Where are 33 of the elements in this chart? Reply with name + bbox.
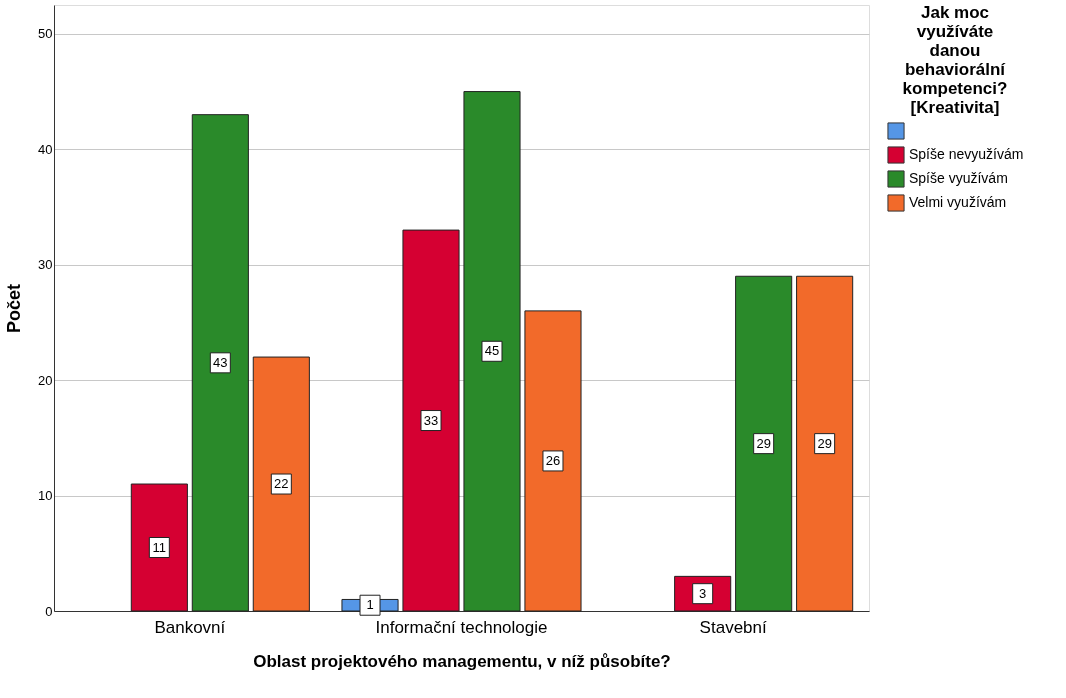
y-tick-label: 0: [45, 603, 53, 619]
y-tick-label: 30: [38, 257, 53, 273]
bar: [402, 229, 460, 612]
data-label: 1: [366, 597, 374, 613]
legend-label: Velmi využívám: [909, 194, 1007, 210]
legend-label: Spíše využívám: [909, 170, 1008, 186]
x-tick-label: Informační technologie: [375, 617, 548, 637]
bar: [252, 356, 310, 612]
bar: [524, 310, 582, 612]
y-tick-label: 20: [38, 372, 53, 388]
y-axis-title: Počet: [4, 283, 25, 334]
bar: [463, 91, 521, 612]
bar: [130, 483, 188, 612]
x-axis-title: Oblast projektového managementu, v níž působíte?: [253, 651, 671, 671]
data-label: 29: [756, 435, 771, 451]
data-label: 26: [545, 452, 561, 468]
data-label: 11: [152, 539, 167, 555]
bar: [191, 114, 249, 612]
y-tick-label: 40: [38, 141, 53, 157]
data-label: 43: [213, 354, 228, 370]
data-label: 22: [274, 476, 289, 492]
y-tick-label: 50: [38, 26, 53, 42]
legend-label: Spíše nevyužívám: [909, 146, 1024, 162]
data-label: 29: [817, 435, 832, 451]
bar: [796, 275, 854, 612]
x-tick-label: Stavební: [699, 617, 767, 637]
y-tick-label: 10: [38, 488, 53, 504]
data-label: 33: [423, 412, 439, 428]
data-label: 45: [484, 343, 500, 359]
data-label: 3: [699, 585, 707, 601]
x-tick-label: Bankovní: [154, 617, 226, 637]
bar: [735, 275, 793, 612]
legend-title: Jak moc využíváte danou behaviorální kompetenci? [Kreativita]: [902, 3, 1008, 117]
